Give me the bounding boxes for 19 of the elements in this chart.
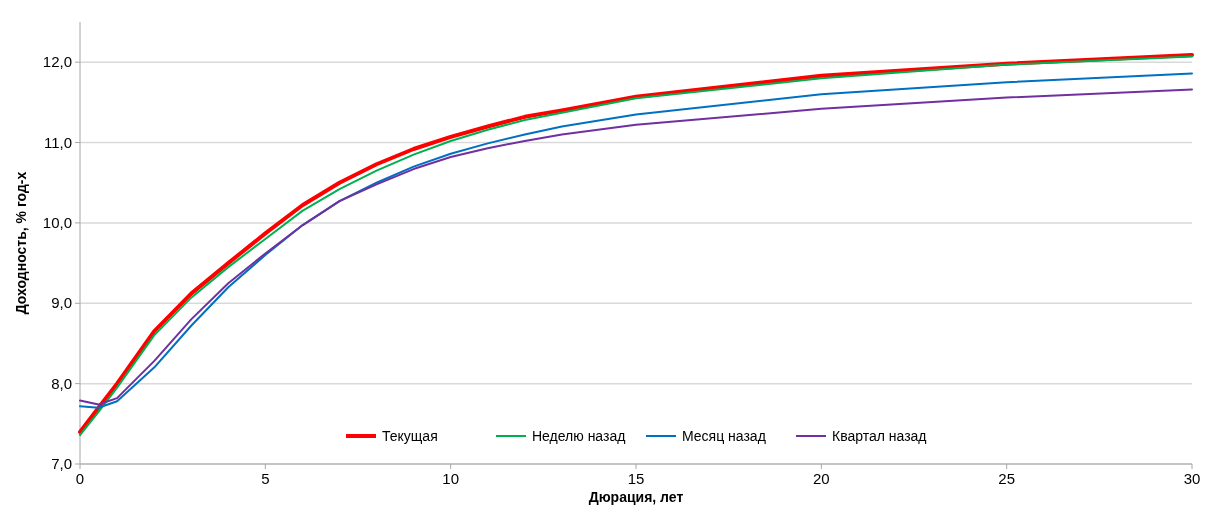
y-tick-label: 7,0 <box>51 455 72 472</box>
x-axis-title: Дюрация, лет <box>588 489 684 505</box>
y-tick-label: 11,0 <box>43 133 72 151</box>
legend-label: Неделю назад <box>532 428 626 444</box>
x-tick-label: 5 <box>261 470 270 487</box>
y-tick-label: 9,0 <box>51 294 72 312</box>
legend-label: Текущая <box>382 428 438 444</box>
x-tick-label: 0 <box>75 470 85 487</box>
legend-label: Квартал назад <box>832 428 927 444</box>
x-tick-label: 30 <box>1183 470 1201 487</box>
x-tick-label: 10 <box>442 470 460 487</box>
y-tick-label: 10,0 <box>42 213 72 231</box>
y-tick-label: 12,0 <box>42 53 72 71</box>
legend-label: Месяц назад <box>682 428 766 444</box>
y-axis-title: Доходность, % год-х <box>13 171 29 315</box>
y-tick-label: 8,0 <box>51 374 72 392</box>
x-tick-label: 15 <box>627 470 645 487</box>
x-tick-label: 20 <box>812 470 830 487</box>
x-tick-label: 25 <box>998 470 1016 487</box>
